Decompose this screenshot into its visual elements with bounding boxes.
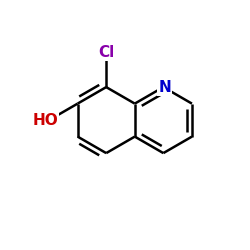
Text: Cl: Cl — [98, 45, 114, 60]
Text: N: N — [158, 80, 171, 94]
Text: HO: HO — [32, 112, 58, 128]
